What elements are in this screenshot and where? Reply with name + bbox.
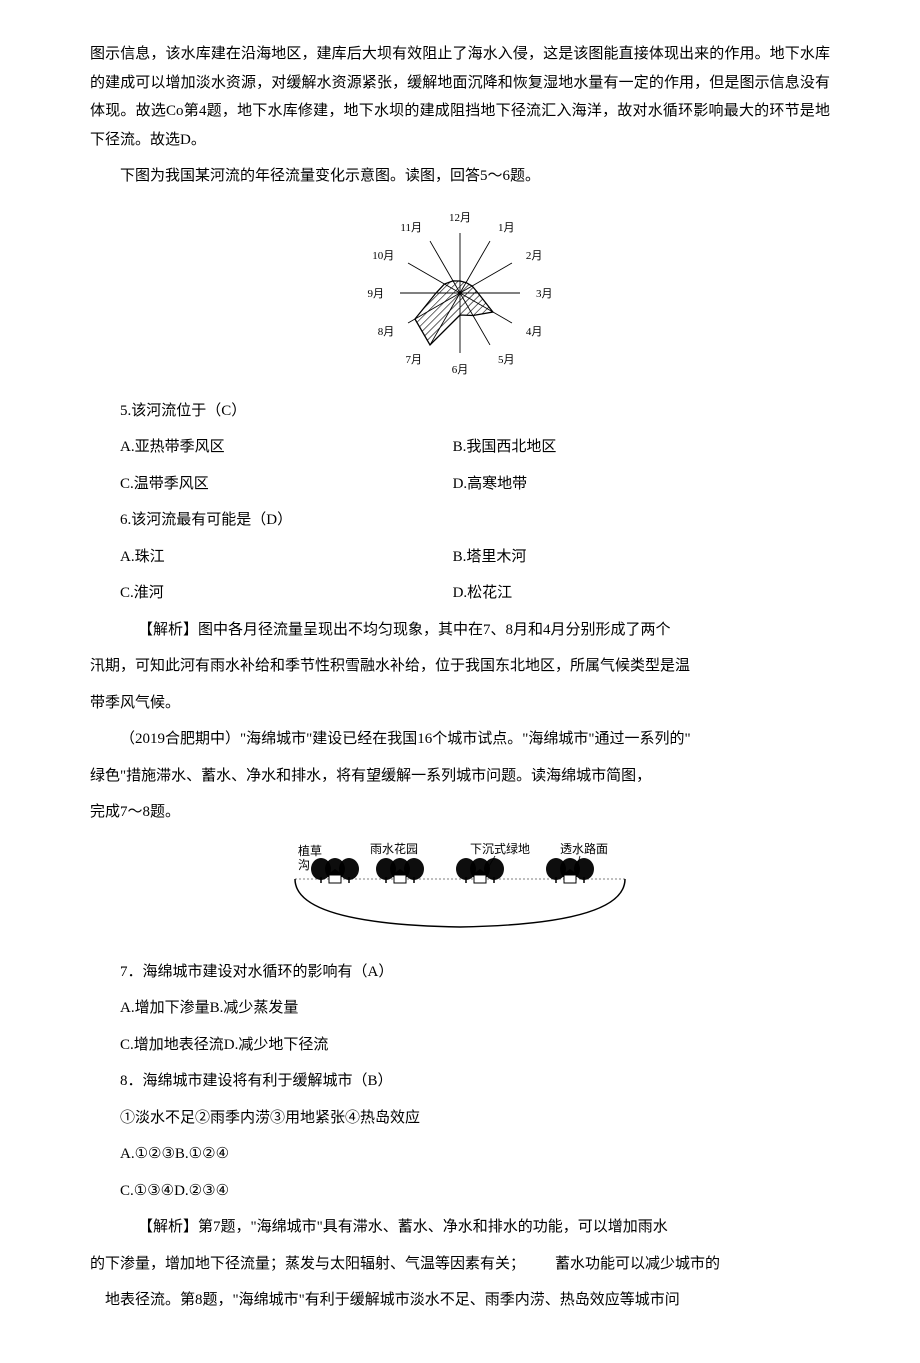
q5-option-c: C.温带季风区 (90, 470, 453, 499)
analysis2-line2-a: 的下渗量，增加地下径流量；蒸发与太阳辐射、气温等因素有关； (90, 1256, 525, 1272)
q8-option-cd: C.①③④D.②③④ (90, 1177, 830, 1206)
section2-intro-line1: （2019合肥期中）"海绵城市"建设已经在我国16个城市试点。"海绵城市"通过一… (90, 725, 830, 754)
section1-intro: 下图为我国某河流的年径流量变化示意图。读图，回答5～6题。 (90, 162, 830, 191)
svg-text:3月: 3月 (536, 288, 553, 300)
svg-text:2月: 2月 (526, 250, 543, 262)
svg-text:透水路面: 透水路面 (560, 841, 608, 856)
q5-stem: 5.该河流位于（C） (90, 397, 830, 426)
section2-intro-line2: 绿色"措施滞水、蓄水、净水和排水，将有望缓解一系列城市问题。读海绵城市简图， (90, 762, 830, 791)
sponge-city-diagram: 植草沟 雨水花园 下沉式绿地 透水路面 (280, 839, 640, 939)
svg-text:下沉式绿地: 下沉式绿地 (470, 841, 530, 856)
analysis2-line2-b: 蓄水功能可以减少城市的 (555, 1256, 720, 1272)
svg-text:9月: 9月 (368, 288, 385, 300)
svg-text:10月: 10月 (372, 250, 394, 262)
q8-stem: 8．海绵城市建设将有利于缓解城市（B） (90, 1067, 830, 1096)
radar-chart-wrap: 1月 2月 3月 4月 5月 6月 7月 8月 9月 10月 11月 12月 (90, 203, 830, 383)
svg-text:7月: 7月 (406, 353, 423, 365)
svg-text:8月: 8月 (378, 326, 395, 338)
analysis1-line1: 【解析】图中各月径流量呈现出不均匀现象，其中在7、8月和4月分别形成了两个 (90, 616, 830, 645)
svg-text:4月: 4月 (526, 326, 543, 338)
q5-options-row2: C.温带季风区 D.高寒地带 (90, 470, 830, 499)
svg-text:雨水花园: 雨水花园 (370, 841, 418, 856)
q6-option-d: D.松花江 (453, 579, 830, 608)
analysis1-line2: 汛期，可知此河有雨水补给和季节性积雪融水补给，位于我国东北地区，所属气候类型是温 (90, 652, 830, 681)
q6-option-c: C.淮河 (90, 579, 453, 608)
q5-option-d: D.高寒地带 (453, 470, 830, 499)
q5-option-a: A.亚热带季风区 (90, 433, 453, 462)
q6-options-row2: C.淮河 D.松花江 (90, 579, 830, 608)
q7-stem: 7．海绵城市建设对水循环的影响有（A） (90, 958, 830, 987)
section2-intro-line3: 完成7～8题。 (90, 798, 830, 827)
svg-text:6月: 6月 (452, 364, 469, 376)
sponge-city-wrap: 植草沟 雨水花园 下沉式绿地 透水路面 (90, 839, 830, 944)
q8-statements: ①淡水不足②雨季内涝③用地紧张④热岛效应 (90, 1104, 830, 1133)
q8-option-ab: A.①②③B.①②④ (90, 1140, 830, 1169)
q5-option-b: B.我国西北地区 (453, 433, 830, 462)
q5-options-row1: A.亚热带季风区 B.我国西北地区 (90, 433, 830, 462)
radar-chart: 1月 2月 3月 4月 5月 6月 7月 8月 9月 10月 11月 12月 (355, 203, 565, 378)
intro-paragraph: 图示信息，该水库建在沿海地区，建库后大坝有效阻止了海水入侵，这是该图能直接体现出… (90, 40, 830, 154)
q7-option-ab: A.增加下渗量B.减少蒸发量 (90, 994, 830, 1023)
svg-text:植草: 植草 (298, 843, 322, 858)
analysis2-line2: 的下渗量，增加地下径流量；蒸发与太阳辐射、气温等因素有关； 蓄水功能可以减少城市… (90, 1250, 830, 1279)
svg-text:5月: 5月 (498, 353, 515, 365)
analysis2-line1: 【解析】第7题，"海绵城市"具有滞水、蓄水、净水和排水的功能，可以增加雨水 (90, 1213, 830, 1242)
q6-option-b: B.塔里木河 (453, 543, 830, 572)
analysis2-line3: 地表径流。第8题，"海绵城市"有利于缓解城市淡水不足、雨季内涝、热岛效应等城市问 (90, 1286, 830, 1315)
svg-text:11月: 11月 (400, 222, 422, 234)
svg-text:沟: 沟 (298, 858, 310, 872)
q7-option-cd: C.增加地表径流D.减少地下径流 (90, 1031, 830, 1060)
svg-text:1月: 1月 (498, 222, 515, 234)
analysis1-line3: 带季风气候。 (90, 689, 830, 718)
q6-option-a: A.珠江 (90, 543, 453, 572)
q6-stem: 6.该河流最有可能是（D） (90, 506, 830, 535)
q6-options-row1: A.珠江 B.塔里木河 (90, 543, 830, 572)
svg-text:12月: 12月 (449, 212, 471, 224)
